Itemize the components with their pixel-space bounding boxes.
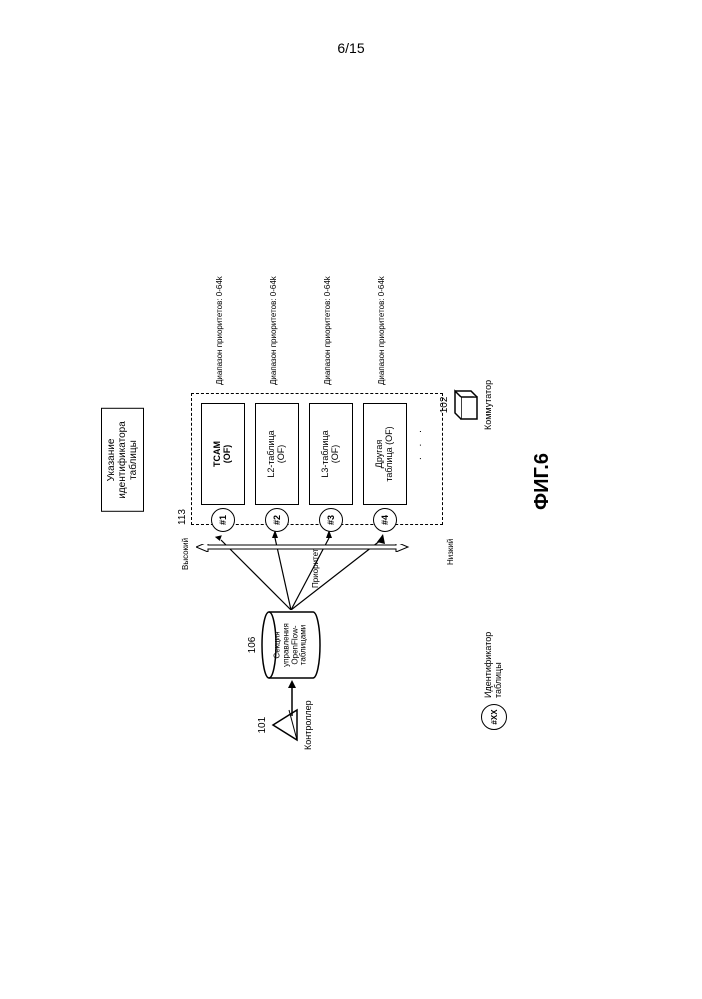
table-other: Другая таблица (OF) bbox=[363, 403, 407, 505]
switch: 102 Коммутатор bbox=[451, 380, 493, 430]
page-number: 6/15 bbox=[337, 40, 364, 56]
legend-circle: #XX bbox=[481, 704, 507, 730]
table-suffix: (OF) bbox=[331, 404, 341, 504]
table-tcam: TCAM (OF) bbox=[201, 403, 245, 505]
id-circle-1: #1 bbox=[211, 508, 235, 532]
id-circle-2: #2 bbox=[265, 508, 289, 532]
diagram: Указаниеидентификаторатаблицы 101 Контро… bbox=[131, 240, 571, 680]
table-suffix: таблица (OF) bbox=[385, 404, 395, 504]
id-circle-3: #3 bbox=[319, 508, 343, 532]
switch-label: Коммутатор bbox=[483, 380, 493, 430]
table-suffix: (OF) bbox=[277, 404, 287, 504]
range-4: Диапазон приоритетов: 0-64k bbox=[377, 276, 386, 385]
id-circle-4: #4 bbox=[373, 508, 397, 532]
table-l2: L2-таблица (OF) bbox=[255, 403, 299, 505]
priority-label: Приоритет bbox=[311, 549, 320, 588]
range-1: Диапазон приоритетов: 0-64k bbox=[215, 276, 224, 385]
arrow-ctrl-mgmt bbox=[287, 680, 297, 716]
fanout-arrows bbox=[191, 520, 401, 610]
range-2: Диапазон приоритетов: 0-64k bbox=[269, 276, 278, 385]
range-3: Диапазон приоритетов: 0-64k bbox=[323, 276, 332, 385]
legend: #XX Идентификатортаблицы bbox=[481, 632, 507, 730]
controller-label: Контроллер bbox=[303, 700, 313, 750]
priority-high: Высокий bbox=[181, 538, 190, 570]
ref-106: 106 bbox=[247, 637, 258, 654]
priority-low: Низкий bbox=[446, 539, 455, 565]
title-box: Указаниеидентификаторатаблицы bbox=[101, 408, 144, 512]
legend-text: Идентификатортаблицы bbox=[484, 632, 504, 698]
ref-101: 101 bbox=[257, 717, 268, 734]
table-l3: L3-таблица (OF) bbox=[309, 403, 353, 505]
ref-113: 113 bbox=[177, 509, 188, 525]
ellipsis: . . . bbox=[413, 426, 424, 460]
table-suffix: (OF) bbox=[223, 404, 233, 504]
mgmt-label: СекцияуправленияOpenFlow-таблицами bbox=[273, 613, 308, 677]
ref-102: 102 bbox=[439, 397, 450, 414]
mgmt-section: 106 СекцияуправленияOpenFlow-таблицами bbox=[261, 610, 321, 680]
figure-label: ФИГ.6 bbox=[531, 453, 554, 510]
switch-icon bbox=[451, 387, 481, 423]
